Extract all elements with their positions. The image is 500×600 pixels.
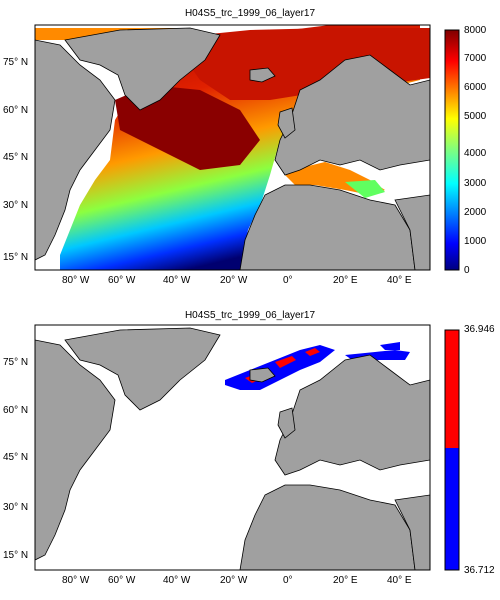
lat-label: 60° N [3,105,29,116]
lon-label: 0° [283,575,293,586]
lon-label: 40° E [387,575,412,586]
panel1-title: H04S5_trc_1999_06_layer17 [184,8,316,19]
cbar1-tick: 2000 [464,207,487,218]
cbar1-tick: 6000 [464,82,487,93]
lon-label: 40° W [163,275,191,286]
panel1-frame [34,24,431,271]
cbar1-tick: 8000 [464,25,487,36]
lat-label: 45° N [3,452,29,463]
lat-label: 30° N [3,200,29,211]
lon-label: 40° E [387,275,412,286]
europe-landmass [274,54,430,176]
lat-label: 30° N [3,502,29,513]
panel2-map [35,325,430,570]
lon-label: 0° [283,275,293,286]
panel2-colorbar [444,329,460,571]
lon-label: 20° E [333,275,358,286]
lon-label: 80° W [62,575,90,586]
north-america-landmass [35,39,116,261]
lat-label: 15° N [3,550,29,561]
lat-label: 45° N [3,152,29,163]
lon-label: 20° W [220,575,248,586]
lon-label: 20° E [333,575,358,586]
british-isles-landmass [277,107,296,139]
panel2-frame [34,324,431,571]
lon-label: 80° W [62,275,90,286]
lon-label: 40° W [163,575,191,586]
lon-label: 20° W [220,275,248,286]
cbar1-tick: 0 [464,265,470,276]
cbar1-tick: 1000 [464,236,487,247]
greenland-landmass [64,27,221,111]
panel2-colorbar-blue [445,448,459,570]
cbar2-tick-max: 36.946 [464,324,495,335]
cbar1-tick: 7000 [464,53,487,64]
lat-label: 60° N [3,405,29,416]
lat-label: 75° N [3,57,29,68]
lon-label: 60° W [108,575,136,586]
iceland-landmass [249,67,276,83]
panel1-colorbar [444,29,460,271]
africa-landmass [239,184,416,270]
cbar1-tick: 4000 [464,148,487,159]
cbar1-tick: 5000 [464,111,487,122]
cbar2-tick-min: 36.712 [464,565,495,576]
lat-label: 75° N [3,357,29,368]
land-masses [35,27,430,270]
panel2-title: H04S5_trc_1999_06_layer17 [184,310,316,321]
lon-label: 60° W [108,275,136,286]
panel1-map [35,25,430,270]
cbar1-tick: 3000 [464,178,487,189]
lat-label: 15° N [3,252,29,263]
panel2-colorbar-red [445,330,459,448]
